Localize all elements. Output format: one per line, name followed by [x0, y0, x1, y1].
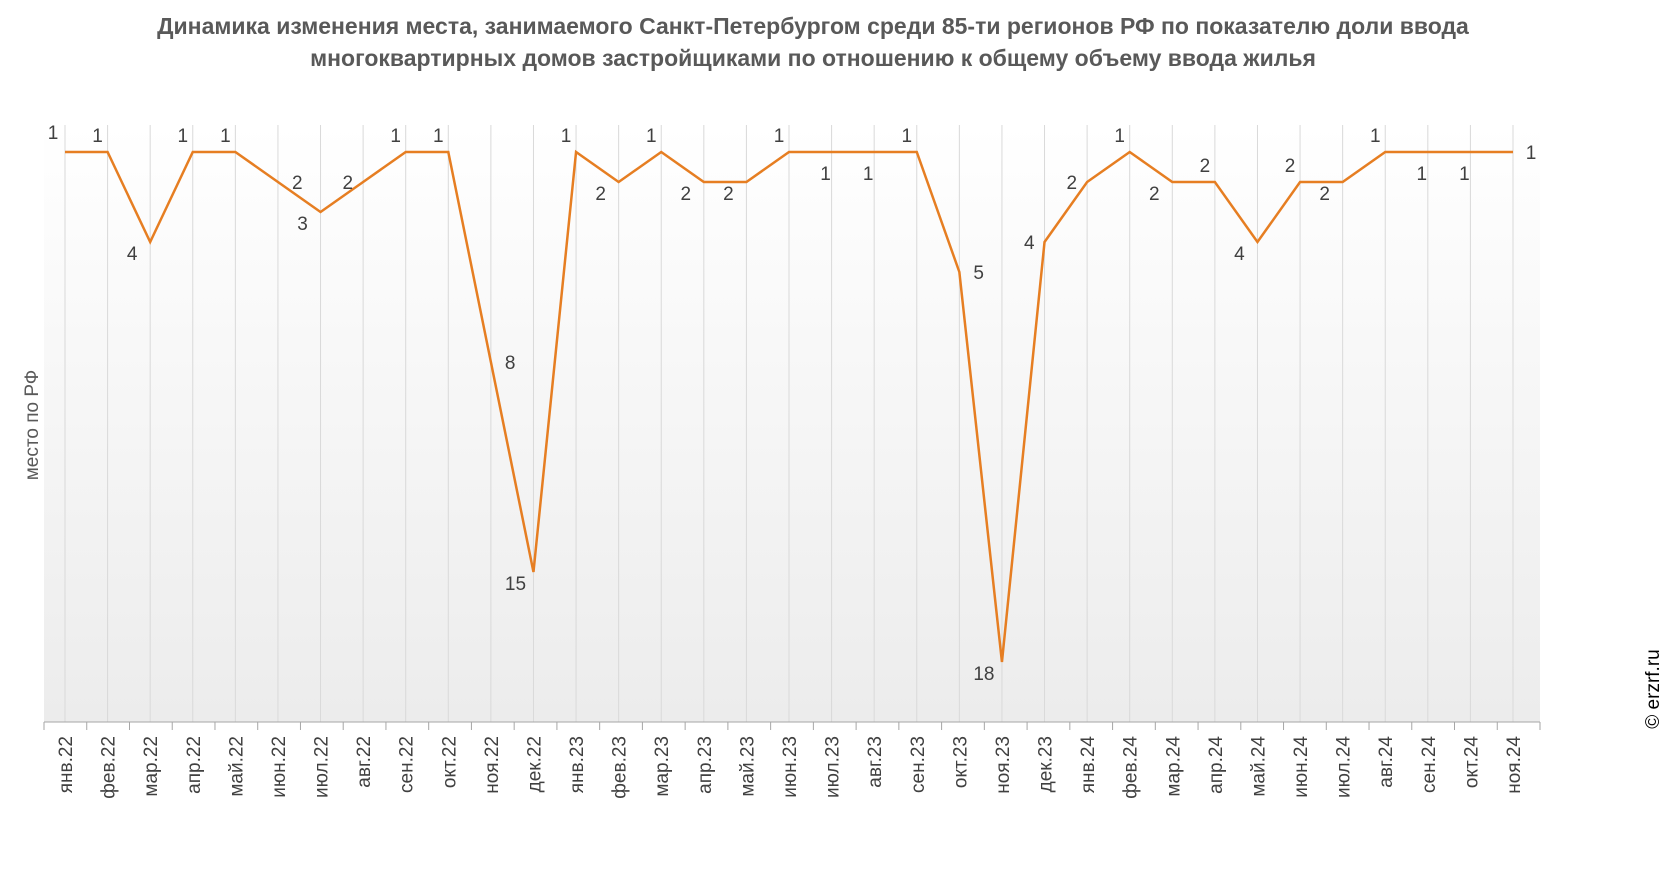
- x-tick-label: окт.22: [439, 736, 460, 788]
- data-label: 2: [723, 184, 734, 205]
- data-label: 4: [1024, 233, 1035, 254]
- x-tick-label: сен.23: [908, 736, 929, 793]
- data-label: 1: [48, 123, 59, 144]
- data-label: 1: [177, 126, 188, 147]
- data-label: 2: [1285, 156, 1296, 177]
- data-label: 1: [1526, 143, 1537, 164]
- x-tick-label: июл.24: [1334, 736, 1355, 798]
- x-axis-ticks: [43, 722, 1541, 730]
- x-axis-labels: янв.22 фев.22 мар.22 апр.22 май.22 июн.22 июл.…: [56, 736, 1525, 799]
- data-label: 5: [973, 263, 984, 284]
- x-tick-label: ноя.22: [482, 736, 503, 794]
- data-label: 2: [292, 173, 303, 194]
- x-tick-label: фев.24: [1121, 736, 1142, 799]
- data-label: 8: [505, 353, 516, 374]
- x-tick-label: апр.22: [184, 736, 205, 794]
- x-tick-label: ноя.24: [1504, 736, 1525, 794]
- watermark: © erzrf.ru: [1643, 623, 1664, 753]
- x-tick-label: мар.23: [652, 736, 673, 797]
- data-label: 1: [92, 126, 103, 147]
- x-tick-label: май.23: [737, 736, 758, 797]
- x-tick-label: окт.24: [1461, 736, 1482, 789]
- data-label: 2: [343, 173, 354, 194]
- x-tick-label: сен.22: [397, 736, 418, 793]
- data-label: 2: [1200, 156, 1211, 177]
- x-tick-label: июл.23: [823, 736, 844, 798]
- x-tick-label: июн.22: [269, 736, 290, 798]
- data-label: 2: [681, 184, 692, 205]
- x-tick-label: апр.23: [695, 736, 716, 794]
- watermark-text: © erzrf.ru: [1643, 649, 1664, 729]
- data-label: 4: [1234, 244, 1245, 265]
- data-label: 1: [390, 126, 401, 147]
- x-tick-label: ноя.23: [993, 736, 1014, 794]
- x-tick-label: авг.24: [1376, 736, 1397, 788]
- data-label: 1: [863, 164, 874, 185]
- x-tick-label: сен.24: [1419, 736, 1440, 793]
- x-tick-label: авг.22: [354, 736, 375, 788]
- plot-area: [44, 125, 1540, 722]
- data-label: 1: [561, 126, 572, 147]
- x-tick-label: окт.23: [950, 736, 971, 788]
- chart-title: Динамика изменения места, занимаемого Са…: [157, 13, 1469, 71]
- data-label: 1: [1417, 164, 1428, 185]
- x-tick-label: мар.24: [1163, 736, 1184, 797]
- x-tick-label: мар.22: [141, 736, 162, 797]
- x-tick-label: июн.24: [1291, 736, 1312, 798]
- x-tick-label: июл.22: [312, 736, 333, 798]
- data-label: 3: [297, 214, 308, 235]
- x-tick-label: июн.23: [780, 736, 801, 798]
- data-label: 1: [1114, 126, 1125, 147]
- data-label: 1: [774, 126, 785, 147]
- x-tick-label: май.22: [226, 736, 247, 797]
- data-label: 2: [1149, 184, 1160, 205]
- x-tick-label: янв.23: [567, 736, 588, 793]
- data-label: 1: [901, 126, 912, 147]
- data-label: 1: [1370, 126, 1381, 147]
- data-label: 1: [820, 164, 831, 185]
- x-tick-label: авг.23: [865, 736, 886, 788]
- x-tick-label: янв.22: [56, 736, 77, 793]
- x-tick-label: дек.23: [1036, 736, 1057, 792]
- y-axis-label: место по РФ: [22, 370, 43, 481]
- x-tick-label: фев.23: [610, 736, 631, 799]
- series-line: [65, 149, 1513, 663]
- gridlines: [64, 125, 1514, 722]
- x-tick-label: май.24: [1248, 736, 1269, 797]
- data-label: 2: [1067, 173, 1078, 194]
- data-label: 1: [646, 126, 657, 147]
- x-tick-label: фев.22: [99, 736, 120, 799]
- x-tick-label: дек.22: [524, 736, 545, 792]
- data-label: 1: [1459, 164, 1470, 185]
- data-label: 4: [127, 244, 138, 265]
- x-tick-label: янв.24: [1078, 736, 1099, 794]
- data-label: 2: [595, 184, 606, 205]
- data-label: 15: [505, 574, 526, 595]
- data-label: 1: [433, 126, 444, 147]
- data-label: 18: [973, 664, 994, 685]
- data-label: 1: [220, 126, 231, 147]
- data-label: 2: [1319, 184, 1330, 205]
- x-tick-label: апр.24: [1206, 736, 1227, 794]
